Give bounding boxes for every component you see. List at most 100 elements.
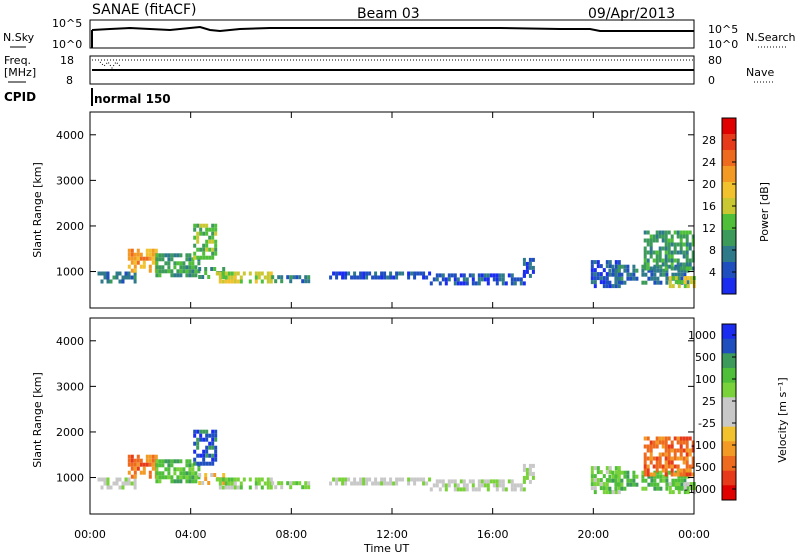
velocity-cell [422,481,426,486]
velocity-cell [413,481,417,486]
power-cell [643,230,647,235]
velocity-cell [239,485,243,490]
power-cell [477,281,481,286]
velocity-cell [438,479,442,484]
velocity-cell [643,468,647,473]
power-cell [605,280,609,285]
power-cell [649,266,653,271]
velocity-cell [647,474,651,479]
power-cell [239,275,243,280]
velocity-cell [211,461,215,466]
velocity-cell [191,467,195,472]
velocity-cell [341,481,345,486]
power-cell [196,235,200,240]
velocity-cell [280,485,284,490]
power-cell [593,268,597,273]
power-cell [179,261,183,266]
power-cell [667,246,671,251]
velocity-cell [685,464,689,469]
power-cell [670,262,674,267]
power-cell [158,269,162,274]
velocity-cell [531,471,535,476]
velocity-cell [649,444,653,449]
velocity-cell [519,483,523,488]
velocity-cell [239,481,243,486]
velocity-colorbar-tick-label: -100 [691,439,716,452]
power-cell [519,281,523,286]
power-cell [158,257,162,262]
velocity-cell [501,483,505,488]
velocity-cell [142,462,146,467]
velocity-cell [670,456,674,461]
power-cell [365,275,369,280]
power-cell [269,271,273,276]
velocity-cell [218,477,222,482]
velocity-cell [670,440,674,445]
velocity-cell [658,464,662,469]
velocity-cell [441,483,445,488]
velocity-cell [617,466,621,471]
power-cell [438,281,442,286]
power-cell [447,273,451,278]
velocity-cell [214,433,218,438]
velocity-cell [664,452,668,457]
velocity-cell [679,472,683,477]
velocity-cell [665,486,669,491]
velocity-cell [462,487,466,492]
power-cell [680,268,684,273]
power-cell [676,262,680,267]
velocity-cell [196,429,200,434]
power-cell [136,260,140,265]
velocity-cell [254,481,258,486]
velocity-cell [483,479,487,484]
power-colorbar-tick-label: 8 [709,244,716,257]
power-cell [179,273,183,278]
velocity-cell [691,444,695,449]
power-cell [691,254,695,259]
velocity-cell [193,457,197,462]
power-cell [230,275,234,280]
velocity-cell [620,478,624,483]
power-cell [655,258,659,263]
power-cell [593,276,597,281]
power-cell [664,246,668,251]
velocity-cell [655,460,659,465]
power-cell [617,280,621,285]
velocity-cell [683,490,687,495]
power-cell [653,272,657,277]
power-cell [528,257,532,262]
velocity-cell [620,470,624,475]
power-cell [191,261,195,266]
power-cell [501,273,505,278]
velocity-cell [208,441,212,446]
velocity-cell [676,448,680,453]
velocity-cell [674,478,678,483]
velocity-cell [471,483,475,488]
velocity-cell [686,482,690,487]
velocity-cell [347,477,351,482]
power-cell [130,260,134,265]
power-cell [480,277,484,282]
velocity-cell [383,481,387,486]
power-cell [643,258,647,263]
nave-label: Nave [746,66,774,79]
power-cell [193,243,197,248]
velocity-cell [338,477,342,482]
power-cell [602,276,606,281]
velocity-cell [196,441,200,446]
velocity-cell [133,474,137,479]
velocity-cell [664,440,668,445]
power-cell [686,284,690,289]
power-cell [182,265,186,270]
power-cell [142,256,146,261]
power-cell [422,271,426,276]
velocity-cell [456,487,460,492]
power-cell [127,248,131,253]
power-cell [670,234,674,239]
x-tick-label: 00:00 [74,528,106,541]
velocity-cell [365,481,369,486]
velocity-cell [671,490,675,495]
power-cell [444,277,448,282]
velocity-cell [685,440,689,445]
velocity-cell [626,478,630,483]
